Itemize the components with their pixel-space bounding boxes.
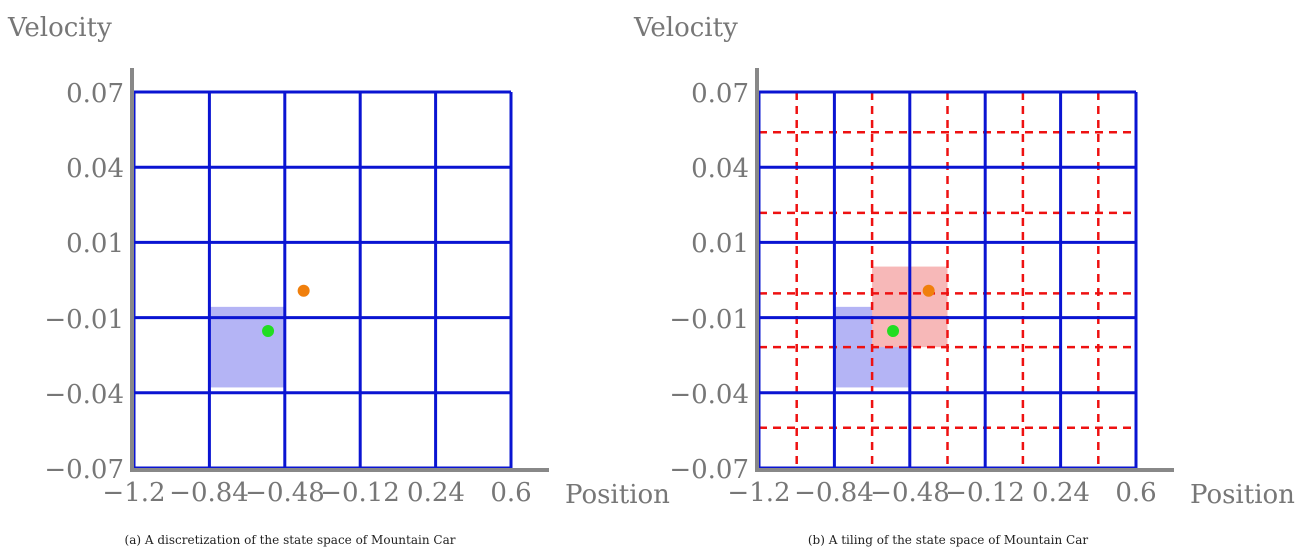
panel-a: Velocity Position −1.2 −0.84 −0.48 −0.12… bbox=[7, 13, 670, 547]
x-tick-label: 0.24 bbox=[407, 478, 465, 508]
offset-tiling bbox=[759, 92, 1136, 468]
state-point bbox=[262, 325, 275, 338]
y-tick-label: −0.07 bbox=[44, 455, 124, 485]
x-axis-label: Position bbox=[1190, 480, 1295, 510]
x-tick-label: 0.6 bbox=[1115, 478, 1156, 508]
x-tick-label: −0.84 bbox=[794, 478, 874, 508]
state-point bbox=[887, 325, 900, 338]
x-tick-label: −0.12 bbox=[320, 478, 400, 508]
caption-a: (a) A discretization of the state space … bbox=[125, 533, 456, 547]
x-tick-label: 0.6 bbox=[490, 478, 531, 508]
y-tick-label: 0.01 bbox=[66, 229, 124, 259]
x-tick-label: −0.84 bbox=[169, 478, 249, 508]
y-axis-label: Velocity bbox=[633, 13, 738, 43]
y-tick-label: −0.07 bbox=[669, 455, 749, 485]
y-tick-label: −0.01 bbox=[44, 305, 124, 335]
state-point bbox=[297, 284, 310, 297]
x-tick-label: 0.24 bbox=[1032, 478, 1090, 508]
y-tick-label: 0.04 bbox=[691, 154, 749, 184]
y-tick-label: −0.04 bbox=[44, 380, 124, 410]
y-tick-label: 0.01 bbox=[691, 229, 749, 259]
state-points bbox=[262, 284, 310, 338]
highlighted-cell bbox=[209, 306, 285, 388]
panel-b: Velocity Position −1.2 −0.84 −0.48 −0.12… bbox=[633, 13, 1295, 547]
y-tick-label: 0.07 bbox=[66, 79, 124, 109]
state-points bbox=[887, 284, 935, 338]
x-tick-label: −0.48 bbox=[870, 478, 950, 508]
y-tick-label: −0.04 bbox=[669, 380, 749, 410]
grid-lines bbox=[132, 90, 513, 470]
y-tick-label: 0.04 bbox=[66, 154, 124, 184]
y-axis-label: Velocity bbox=[7, 13, 112, 43]
x-axis-label: Position bbox=[565, 480, 670, 510]
axes bbox=[130, 68, 549, 472]
x-tick-label: −1.2 bbox=[102, 478, 165, 508]
x-tick-label: −0.12 bbox=[945, 478, 1025, 508]
y-tick-label: −0.01 bbox=[669, 305, 749, 335]
highlighted-cells bbox=[209, 306, 285, 388]
state-point bbox=[922, 284, 935, 297]
axes bbox=[755, 68, 1174, 472]
y-tick-label: 0.07 bbox=[691, 79, 749, 109]
x-tick-label: −1.2 bbox=[727, 478, 790, 508]
caption-b: (b) A tiling of the state space of Mount… bbox=[808, 533, 1088, 547]
x-tick-label: −0.48 bbox=[245, 478, 325, 508]
